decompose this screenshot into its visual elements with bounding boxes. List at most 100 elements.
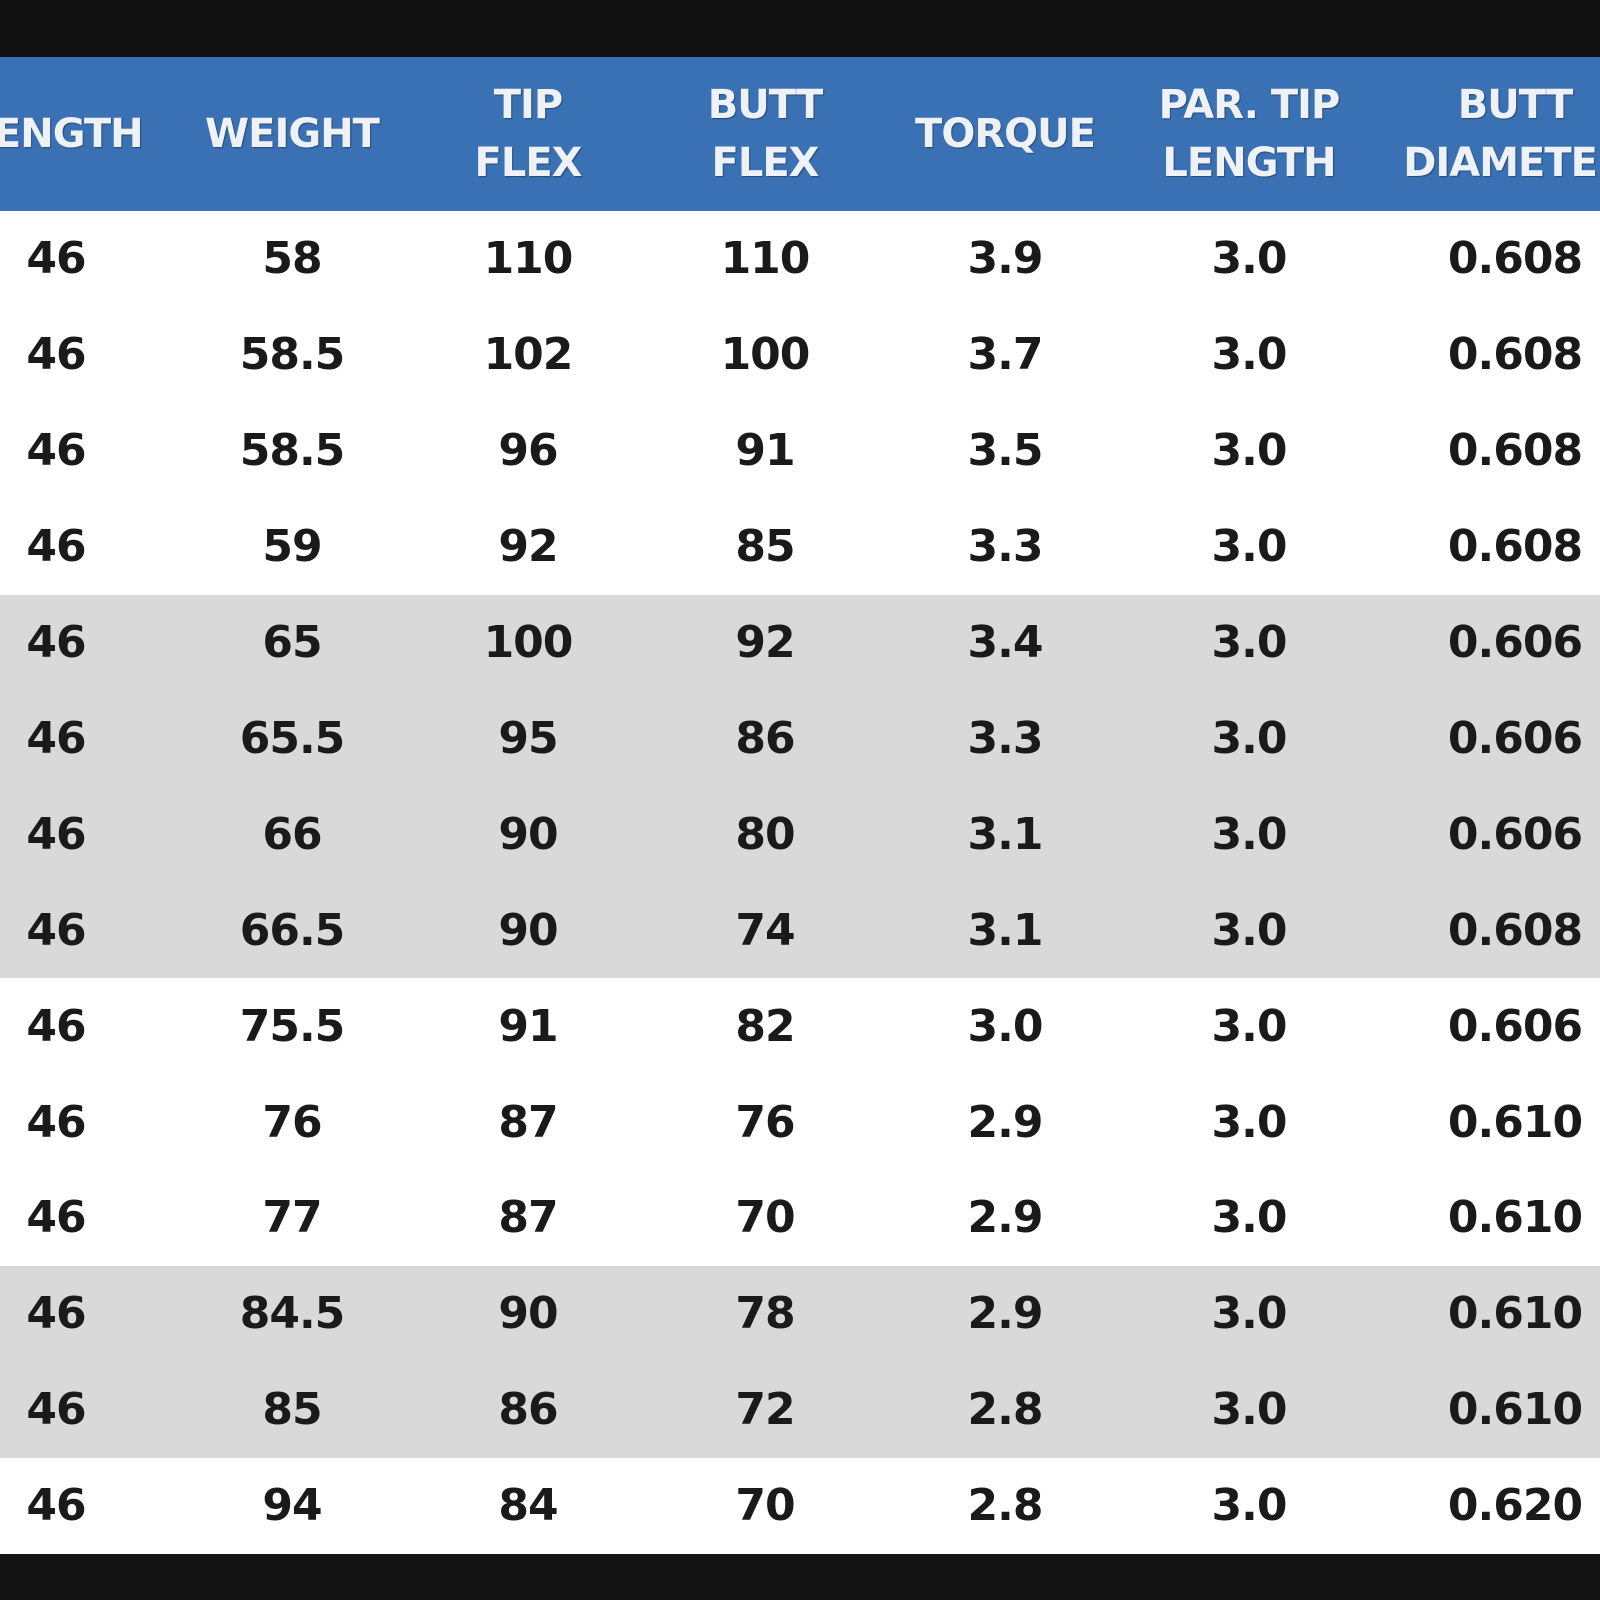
table-cell: 3.9 [967,233,1044,285]
table-cell: 46 [26,329,86,381]
table-cell: 70 [735,1192,795,1244]
table-cell: 58.5 [239,425,346,477]
table-cell: 0.610 [1447,1096,1583,1148]
table-cell: 58 [262,233,322,285]
table-cell: 66 [262,808,322,860]
table-cell: 46 [26,808,86,860]
table-cell: 76 [262,1096,322,1148]
table-cell: 110 [483,233,574,285]
table-cell: 0.608 [1447,425,1583,477]
table-cell: 46 [26,233,86,285]
bottom-bar [0,1553,1600,1600]
table-cell: 46 [26,521,86,573]
column-header: LENGTH [0,111,144,157]
table-row [0,1170,1600,1267]
table-cell: 90 [498,808,558,860]
table-cell: 0.608 [1447,904,1583,956]
table-cell: 3.4 [967,617,1044,669]
table-cell: 46 [26,1096,86,1148]
table-cell: 0.608 [1447,329,1583,381]
table-row [0,594,1600,691]
table-cell: 92 [735,617,795,669]
table-cell: 3.7 [967,329,1044,381]
table-cell: 90 [498,1288,558,1340]
table-cell: 46 [26,1000,86,1052]
table-row [0,1361,1600,1459]
table-cell: 58.5 [239,329,346,381]
table-cell: 90 [498,904,558,956]
table-cell: 66.5 [239,904,346,956]
table-cell: 3.0 [967,1000,1044,1052]
table-cell: 82 [735,1000,795,1052]
table-cell: 0.610 [1447,1192,1583,1244]
table-cell: 96 [498,425,558,477]
table-cell: 3.3 [967,712,1044,764]
table-cell: 3.3 [967,521,1044,573]
table-cell: 3.0 [1211,712,1288,764]
header-row [0,57,1600,211]
table-cell: 0.620 [1447,1480,1583,1532]
table-cell: 46 [26,1480,86,1532]
table-cell: 3.0 [1211,1288,1288,1340]
table-row [0,211,1600,308]
table-cell: 77 [262,1192,322,1244]
table-cell: 46 [26,1192,86,1244]
table-cell: 3.0 [1211,617,1288,669]
table-cell: 3.0 [1211,1096,1288,1148]
table-cell: 100 [720,329,811,381]
table-cell: 2.9 [967,1192,1044,1244]
table-row [0,1074,1600,1171]
column-header: TIP FLEX [474,82,583,186]
table-cell: 86 [735,712,795,764]
table-cell: 2.8 [967,1480,1044,1532]
table-cell: 65 [262,617,322,669]
table-row [0,306,1600,404]
table-cell: 59 [262,521,322,573]
column-header: TORQUE [915,111,1096,157]
table-cell: 46 [26,712,86,764]
table-cell: 3.0 [1211,808,1288,860]
table-cell: 102 [483,329,574,381]
table-cell: 94 [262,1480,322,1532]
table-cell: 92 [498,521,558,573]
table-row [0,402,1600,500]
table-row [0,690,1600,787]
table-cell: 3.0 [1211,1000,1288,1052]
table-cell: 2.9 [967,1096,1044,1148]
table-cell: 76 [735,1096,795,1148]
table-cell: 0.608 [1447,233,1583,285]
table-cell: 74 [735,904,795,956]
table-cell: 0.606 [1447,1000,1583,1052]
table-cell: 46 [26,1288,86,1340]
table-cell: 85 [262,1384,322,1436]
column-header: WEIGHT [205,111,380,157]
table-cell: 84 [498,1480,558,1532]
table-cell: 0.606 [1447,617,1583,669]
table-cell: 3.1 [967,904,1044,956]
table-cell: 95 [498,712,558,764]
column-header: PAR. TIP LENGTH [1158,82,1341,186]
table-cell: 3.0 [1211,425,1288,477]
table-cell: 70 [735,1480,795,1532]
table-cell: 75.5 [239,1000,346,1052]
table-row [0,1457,1600,1555]
table-cell: 0.608 [1447,521,1583,573]
table-cell: 46 [26,617,86,669]
table-cell: 0.610 [1447,1384,1583,1436]
table-cell: 100 [483,617,574,669]
table-cell: 2.9 [967,1288,1044,1340]
table-cell: 87 [498,1192,558,1244]
table-row [0,786,1600,883]
table-cell: 86 [498,1384,558,1436]
table-cell: 46 [26,425,86,477]
table-cell: 3.0 [1211,233,1288,285]
table-cell: 80 [735,808,795,860]
table-row [0,882,1600,979]
table-cell: 3.0 [1211,1192,1288,1244]
table-cell: 46 [26,904,86,956]
table-cell: 91 [735,425,795,477]
table-cell: 3.5 [967,425,1044,477]
table-row [0,498,1600,596]
table-cell: 3.0 [1211,1384,1288,1436]
table-cell: 3.0 [1211,329,1288,381]
